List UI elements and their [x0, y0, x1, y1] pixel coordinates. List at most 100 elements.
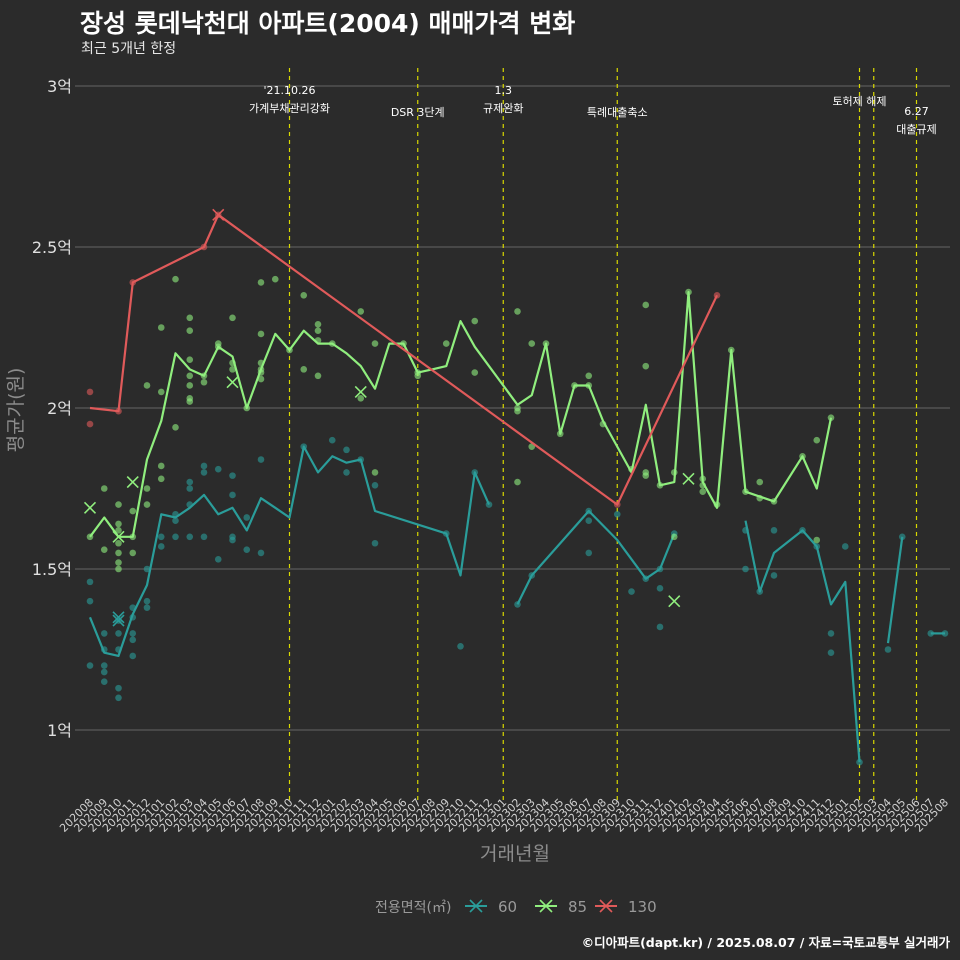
- y-axis: 1억 1.5억 2억 2.5억 3억: [32, 77, 72, 740]
- data-point: [157, 543, 165, 550]
- y-tick-label: 1억: [47, 721, 72, 740]
- event-label: 1.3: [495, 84, 513, 97]
- data-point: [143, 597, 151, 605]
- data-point: [200, 462, 208, 470]
- data-point: [257, 279, 265, 286]
- data-point: [100, 668, 108, 676]
- data-point: [343, 446, 350, 454]
- event-label: 6.27: [904, 105, 929, 118]
- data-point: [314, 320, 322, 328]
- data-point: [229, 314, 236, 322]
- cross-stroke: [112, 611, 125, 624]
- data-point: [100, 546, 108, 553]
- data-series: [83, 208, 949, 766]
- data-point: [257, 330, 265, 338]
- data-point: [813, 536, 821, 544]
- legend-key-cross: [539, 899, 553, 913]
- series-line: [89, 291, 833, 538]
- data-point: [371, 469, 379, 476]
- x-axis: 2020082020092020102020112020122021012021…: [57, 796, 951, 835]
- data-point: [699, 488, 707, 496]
- data-point: [115, 520, 122, 528]
- y-tick-label: 1.5억: [32, 560, 72, 579]
- data-point: [585, 549, 593, 557]
- data-point: [300, 366, 308, 373]
- data-point: [642, 301, 650, 309]
- data-point: [770, 527, 778, 534]
- cross-stroke: [112, 614, 125, 627]
- cross-stroke: [682, 472, 695, 485]
- data-point: [129, 507, 137, 515]
- data-point: [514, 308, 521, 315]
- data-point: [628, 588, 635, 595]
- data-point: [186, 382, 194, 389]
- data-point: [186, 314, 194, 322]
- cross-stroke: [112, 530, 125, 543]
- data-point: [841, 543, 849, 550]
- data-point: [100, 630, 108, 637]
- chart-subtitle: 최근 5개년 한정: [81, 41, 177, 57]
- cross-marker: [112, 614, 125, 627]
- data-point: [115, 565, 122, 573]
- data-point: [528, 340, 536, 347]
- legend: 전용면적(㎡) 60 85 130: [375, 898, 657, 916]
- data-point: [442, 340, 450, 347]
- data-point: [585, 372, 593, 380]
- data-point: [471, 369, 479, 376]
- data-point: [243, 546, 251, 553]
- data-point: [157, 475, 165, 483]
- data-point: [186, 485, 194, 492]
- data-point: [642, 472, 650, 479]
- legend-title: 전용면적(㎡): [375, 900, 451, 916]
- data-point: [86, 388, 94, 396]
- data-point: [514, 407, 521, 415]
- data-point: [186, 327, 194, 335]
- data-point: [300, 292, 308, 299]
- cross-marker: [112, 611, 125, 624]
- data-point: [827, 414, 835, 421]
- cross-marker: [682, 472, 695, 485]
- data-point: [471, 317, 479, 325]
- data-point: [172, 275, 179, 283]
- chart-caption: ©디아파트(dapt.kr) / 2025.08.07 / 자료=국토교통부 실…: [581, 935, 950, 950]
- data-point: [186, 478, 194, 486]
- data-point: [585, 517, 593, 524]
- data-point: [314, 327, 322, 335]
- data-point: [229, 491, 236, 499]
- data-point: [186, 533, 194, 541]
- cross-marker: [668, 595, 681, 608]
- data-point: [100, 678, 108, 685]
- data-point: [827, 630, 835, 637]
- data-point: [229, 536, 236, 544]
- event-label: 규제완화: [483, 102, 523, 115]
- data-point: [229, 366, 236, 373]
- series-130: [86, 208, 721, 508]
- data-point: [115, 549, 122, 557]
- cross-marker: [354, 385, 367, 398]
- cross-stroke: [668, 595, 681, 608]
- event-label: 가계부채관리강화: [249, 102, 330, 115]
- x-axis-title: 거래년월: [480, 843, 550, 865]
- data-point: [314, 372, 322, 380]
- data-point: [414, 372, 422, 380]
- legend-label: 85: [568, 898, 587, 916]
- data-point: [86, 662, 94, 669]
- cross-marker: [226, 376, 239, 389]
- cross-marker: [212, 208, 225, 221]
- data-point: [371, 539, 379, 547]
- data-point: [129, 549, 137, 557]
- data-point: [100, 662, 108, 669]
- cross-stroke: [212, 208, 225, 221]
- y-tick-label: 2억: [47, 399, 72, 418]
- data-point: [642, 362, 650, 370]
- data-point: [115, 684, 122, 692]
- event-label: '21.10.26: [263, 84, 315, 97]
- data-point: [86, 420, 94, 428]
- data-point: [613, 510, 621, 518]
- data-point: [143, 485, 151, 492]
- legend-label: 130: [628, 898, 657, 916]
- data-point: [143, 501, 151, 508]
- data-point: [172, 517, 179, 524]
- data-point: [86, 597, 94, 605]
